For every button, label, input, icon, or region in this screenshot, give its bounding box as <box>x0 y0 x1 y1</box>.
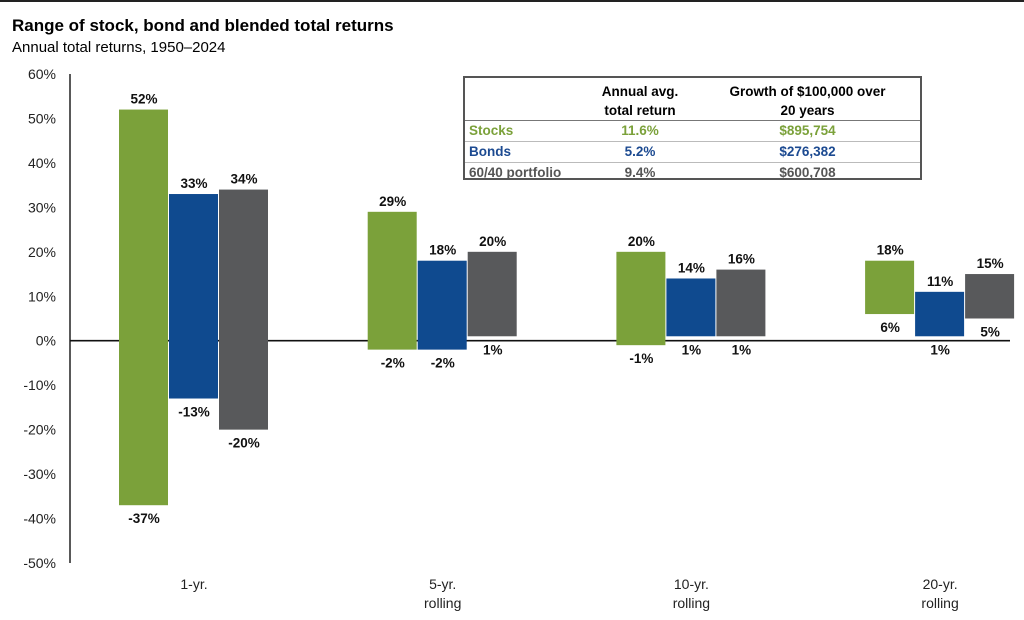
min-data-label: 6% <box>880 320 900 335</box>
min-data-label: 1% <box>483 342 503 357</box>
range-bar-60-40-portfolio <box>467 251 517 337</box>
x-category-label: 20-yr. <box>923 576 958 592</box>
summary-header-growth: Growth of $100,000 over 20 years <box>695 78 920 120</box>
y-tick-label: -50% <box>23 555 56 571</box>
max-data-label: 20% <box>628 234 655 249</box>
summary-header-growth-line1: Growth of $100,000 over <box>729 83 886 99</box>
max-data-label: 14% <box>678 260 705 275</box>
max-data-label: 18% <box>877 243 904 258</box>
max-data-label: 15% <box>977 256 1004 271</box>
summary-header-avg-line1: Annual avg. <box>601 83 679 99</box>
summary-row-growth: $600,708 <box>779 164 836 180</box>
range-bar-stocks <box>119 109 168 506</box>
range-bar-60-40-portfolio <box>716 269 766 337</box>
min-data-label: 5% <box>980 325 1000 340</box>
min-data-label: -13% <box>178 405 210 420</box>
max-data-label: 11% <box>927 274 953 289</box>
range-bar-bonds <box>666 278 716 337</box>
x-category-label: 1-yr. <box>180 576 207 592</box>
range-bar-bonds <box>169 194 218 399</box>
y-tick-label: -40% <box>23 511 56 527</box>
min-data-label: -20% <box>228 436 260 451</box>
range-bar-60-40-portfolio <box>219 189 268 430</box>
y-tick-label: -20% <box>23 422 56 438</box>
chart-title: Range of stock, bond and blended total r… <box>12 16 394 35</box>
x-category-label: 5-yr. <box>429 576 456 592</box>
max-data-label: 20% <box>479 234 506 249</box>
range-bar-bonds <box>915 291 965 337</box>
min-data-label: -37% <box>128 511 160 526</box>
max-data-label: 34% <box>230 172 257 187</box>
y-tick-label: 40% <box>28 155 56 171</box>
y-tick-label: -30% <box>23 466 56 482</box>
x-category-label: rolling <box>921 595 958 611</box>
summary-row-avg: 5.2% <box>624 143 656 159</box>
summary-row-bonds: Bonds 5.2% $276,382 <box>465 141 920 162</box>
range-bar-stocks <box>367 211 417 350</box>
range-bar-stocks <box>865 260 915 315</box>
top-rule <box>0 0 1024 2</box>
summary-table-header: Annual avg. total return Growth of $100,… <box>465 78 920 120</box>
x-category-label: 10-yr. <box>674 576 709 592</box>
max-data-label: 33% <box>180 176 207 191</box>
y-tick-label: 30% <box>28 199 56 215</box>
y-tick-label: 60% <box>28 66 56 82</box>
summary-row-name: Bonds <box>469 143 511 159</box>
summary-header-growth-line2: 20 years <box>780 102 835 118</box>
max-data-label: 16% <box>728 252 755 267</box>
min-data-label: 1% <box>930 342 950 357</box>
max-data-label: 52% <box>130 92 157 107</box>
summary-row-growth: $895,754 <box>779 122 836 138</box>
summary-table: Annual avg. total return Growth of $100,… <box>463 76 922 180</box>
chart-subtitle: Annual total returns, 1950–2024 <box>12 39 226 56</box>
summary-header-avg: Annual avg. total return <box>585 78 695 120</box>
x-category-label: rolling <box>673 595 710 611</box>
summary-row-blend: 60/40 portfolio 9.4% $600,708 <box>465 162 920 183</box>
x-category-label: rolling <box>424 595 461 611</box>
summary-row-avg: 9.4% <box>624 164 656 180</box>
summary-header-blank <box>465 78 585 120</box>
summary-row-avg: 11.6% <box>621 122 659 138</box>
summary-row-stocks: Stocks 11.6% $895,754 <box>465 120 920 141</box>
max-data-label: 18% <box>429 243 456 258</box>
min-data-label: -2% <box>431 356 455 371</box>
y-tick-label: -10% <box>23 377 56 393</box>
range-bar-stocks <box>616 251 666 346</box>
summary-row-name: Stocks <box>469 122 514 138</box>
max-data-label: 29% <box>379 194 406 209</box>
range-bar-60-40-portfolio <box>965 274 1015 319</box>
range-bar-bonds <box>417 260 467 350</box>
summary-row-growth: $276,382 <box>779 143 836 159</box>
min-data-label: -2% <box>381 356 405 371</box>
y-tick-label: 0% <box>36 333 56 349</box>
y-tick-label: 50% <box>28 110 56 126</box>
summary-header-avg-line2: total return <box>604 102 676 118</box>
min-data-label: 1% <box>682 342 702 357</box>
min-data-label: -1% <box>629 351 653 366</box>
min-data-label: 1% <box>732 342 752 357</box>
y-tick-label: 20% <box>28 244 56 260</box>
summary-row-name: 60/40 portfolio <box>469 164 562 180</box>
y-tick-label: 10% <box>28 288 56 304</box>
